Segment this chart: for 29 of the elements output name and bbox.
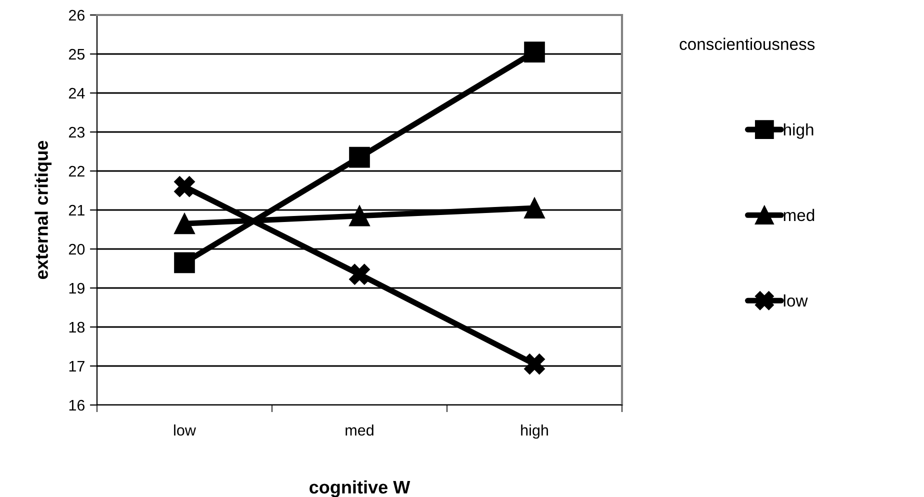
legend-label: high — [784, 123, 814, 139]
y-tick-label: 16 — [69, 400, 85, 411]
legend-label: low — [784, 294, 808, 307]
y-axis-title: external critique — [34, 140, 52, 280]
x-tick-label: low — [174, 424, 196, 436]
y-tick-label: 24 — [68, 88, 85, 99]
x-tick-label: med — [346, 424, 374, 436]
point — [349, 264, 370, 285]
legend-label: med — [784, 208, 814, 222]
y-tick-label: 18 — [69, 322, 85, 333]
point — [349, 146, 370, 168]
point — [524, 198, 545, 218]
y-tick-label: 23 — [68, 126, 85, 138]
point — [174, 252, 195, 274]
y-tick-label: 19 — [69, 282, 84, 294]
x-tick-label: high — [521, 424, 548, 439]
y-tick-label: 17 — [69, 361, 84, 372]
y-tick-label: 20 — [68, 244, 85, 255]
point — [524, 42, 545, 62]
point — [174, 213, 195, 234]
y-tick-label: 21 — [68, 204, 84, 216]
y-tick-label: 26 — [68, 10, 85, 21]
y-tick-label: 22 — [68, 166, 84, 177]
point — [524, 354, 545, 374]
x-axis-title: cognitive W — [310, 480, 410, 497]
point — [349, 205, 370, 226]
legend-title: conscientiousness — [680, 38, 815, 50]
y-tick-label: 25 — [68, 48, 85, 60]
point — [174, 176, 195, 198]
